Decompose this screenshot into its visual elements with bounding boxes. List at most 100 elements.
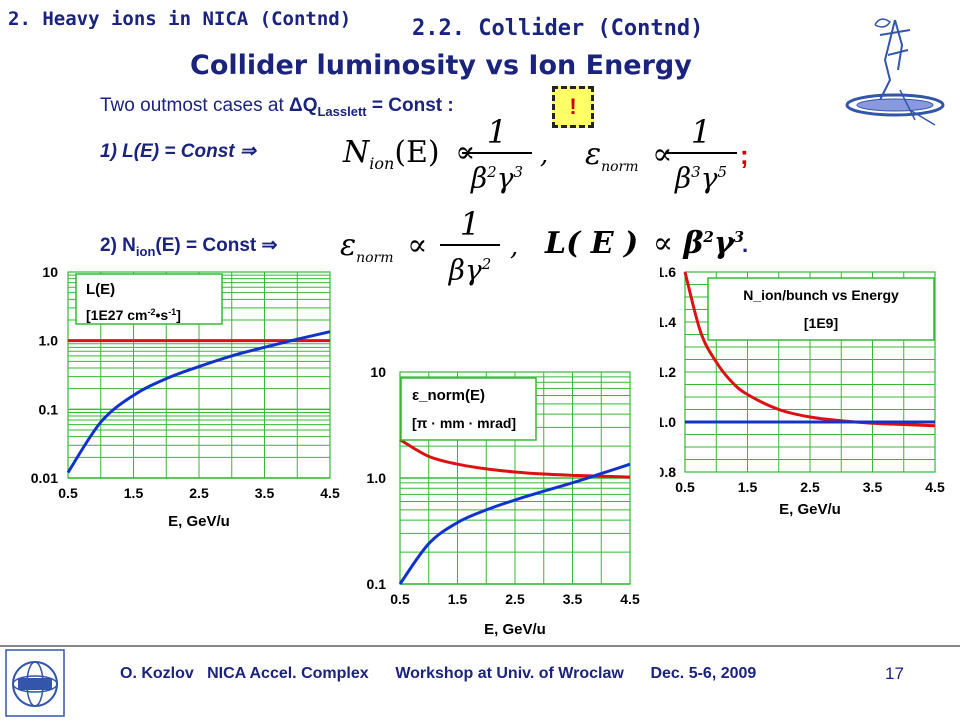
f2-beta: β [674,161,692,195]
f2-exp3: 3 [691,163,701,181]
legend-unit-l: [1E27 cm-2•s-1] [86,307,181,323]
chart-nion-labels: 0.5 1.5 2.5 3.5 4.5 0.8 1.0 1.2 1.4 1.6 E, GeV/u [660,264,945,518]
f1-gamma: γ [496,161,514,195]
legend-unit-nion: [1E9] [804,315,838,331]
f1-exp2: 2 [487,163,497,181]
x-tick-label: 3.5 [863,479,883,495]
jinr-logo [5,649,65,717]
series-line-1 [398,462,631,585]
y-tick-label: 1.2 [660,364,676,380]
x-tick-label: 0.5 [675,479,695,495]
f3-num: 1 [459,205,481,243]
y-tick-label: 1.0 [367,470,387,486]
f2-eps-sub: norm [601,159,639,175]
footer-divider [0,645,960,647]
legend-unit-eps: [π · mm · mrad] [412,415,516,431]
semicolon: ; [740,140,749,170]
x-tick-label: 4.5 [320,485,340,501]
exclamation-box: ! [552,86,594,128]
chart-emittance-legend [400,377,537,441]
x-axis-label: E, GeV/u [484,621,546,638]
case2-text-b: (E) = Const ⇒ [155,235,278,256]
case1-text: 1) L(E) = Const ⇒ [100,141,256,162]
x-tick-label: 2.5 [505,591,525,607]
y-tick-label: 0.1 [367,576,387,592]
formula-nion: Nion(E) ∝ [343,135,475,173]
f3-beta: β [448,253,465,287]
section-title: 2. Heavy ions in NICA (Contnd) [8,8,352,30]
f1-beta: β [470,161,488,195]
chart-emittance: 0.5 1.5 2.5 3.5 4.5 0.1 1.0 10 E, GeV/u ε_norm(E… [367,364,640,638]
page-title: Collider luminosity vs Ion Energy [190,50,692,81]
subsection-title: 2.2. Collider (Contnd) [412,16,704,41]
legend-title-nion: N_ion/bunch vs Energy [743,287,899,303]
x-tick-label: 1.5 [124,485,144,501]
fraction-3: 1 βγ2 [440,206,500,286]
f4-gamma: γ [713,226,734,261]
y-tick-label: 10 [370,364,386,380]
case1-label: 1) L(E) = Const ⇒ [100,140,256,163]
f1-num: 1 [486,113,508,151]
f3-exp2: 2 [481,255,492,273]
f2-eps: ε [585,137,602,172]
footer-text: O. Kozlov NICA Accel. Complex Workshop a… [120,665,757,682]
chart-emittance-labels: 0.5 1.5 2.5 3.5 4.5 0.1 1.0 10 E, GeV/u [367,364,640,638]
nica-logo [845,18,945,126]
series-line-0 [683,271,936,428]
f1-n-sub: ion [369,154,395,173]
intro-text-b: = Const : [366,95,454,116]
f2-exp5: 5 [717,163,727,181]
series-line-1 [66,330,331,474]
f4-exp2: 2 [703,228,714,246]
legend-title-l: L(E) [86,281,115,298]
chart-luminosity-labels: 0.5 1.5 2.5 3.5 4.5 0.01 0.1 1.0 10 E, GeV/u [31,264,340,530]
chart-nion-series [683,271,936,428]
q-subscript: Lasslett [317,103,367,119]
f1-exp3: 3 [513,163,523,181]
x-tick-label: 3.5 [563,591,583,607]
f1-arg: (E) [394,135,440,170]
fraction-1: 1 β2γ3 [462,114,532,194]
formula-eps1: εnorm ∝ [585,137,672,175]
chart-luminosity: 0.5 1.5 2.5 3.5 4.5 0.01 0.1 1.0 10 E, GeV/u L(E)… [31,264,340,530]
f3-eps: ε [340,228,357,263]
x-tick-label: 3.5 [255,485,275,501]
x-tick-label: 4.5 [620,591,640,607]
x-tick-label: 4.5 [925,479,945,495]
f2-prop: ∝ [652,137,673,172]
delta-symbol: Δ [289,95,303,116]
f4-exp3: 3 [733,228,745,246]
x-axis-label: E, GeV/u [779,501,841,518]
x-tick-label: 0.5 [390,591,410,607]
y-tick-label: 0.8 [660,464,676,480]
chart-emittance-series [398,438,631,585]
chart-nion-legend [707,277,935,341]
f2-num: 1 [690,113,712,151]
f4-beta: β [683,226,704,261]
period: . [742,232,749,257]
formula-l2: L( E ) ∝ β2γ3 [545,226,744,261]
chart-nion: 0.5 1.5 2.5 3.5 4.5 0.8 1.0 1.2 1.4 1.6 E, GeV/u N… [660,264,945,518]
f2-gamma: γ [700,161,718,195]
y-tick-label: 0.1 [39,401,59,417]
y-tick-label: 10 [42,264,58,280]
chart-luminosity-series [66,330,331,474]
x-tick-label: 1.5 [448,591,468,607]
f4-l: L( E ) [545,226,639,261]
x-tick-label: 2.5 [800,479,820,495]
intro-line: Two outmost cases at ΔQLasslett = Const … [100,95,454,119]
intro-text-a: Two outmost cases at [100,95,290,116]
f3-comma: , [510,232,519,262]
f1-comma: , [540,140,549,170]
case2-text-a: 2) N [100,235,136,256]
f3-eps-sub: norm [356,250,394,266]
y-tick-label: 1.6 [660,264,676,280]
f1-n: N [343,135,370,170]
y-tick-label: 0.01 [31,470,58,486]
page-number: 17 [885,664,904,683]
y-tick-label: 1.0 [39,333,59,349]
f3-gamma: γ [464,253,482,287]
f4-prop: ∝ [652,226,674,261]
case2-label: 2) Nion(E) = Const ⇒ [100,234,277,259]
y-tick-label: 1.4 [660,314,676,330]
